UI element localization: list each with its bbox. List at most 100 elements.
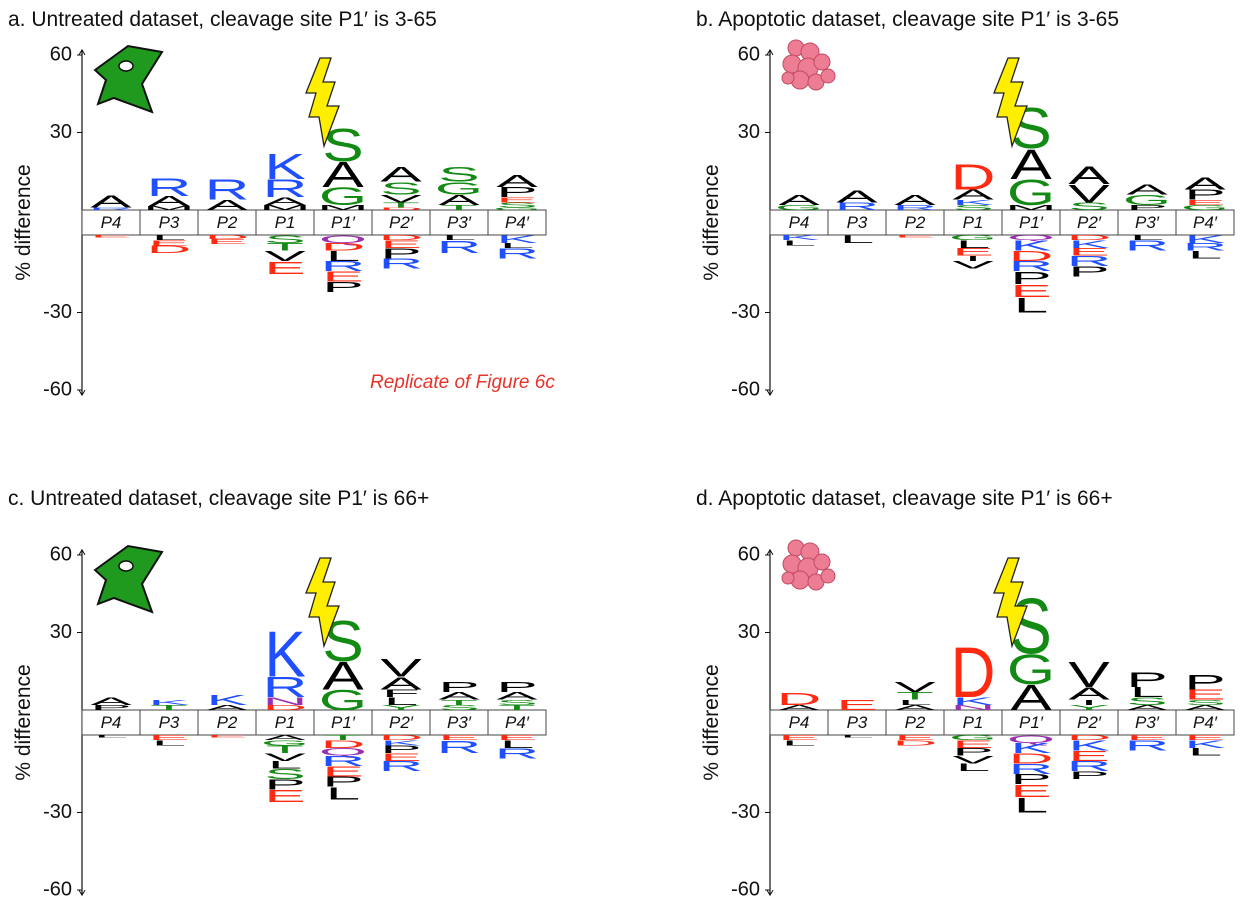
logo-letter: L: [1188, 746, 1222, 758]
y-axis-label: % difference: [700, 664, 723, 780]
x-tick-label: P2: [217, 213, 238, 232]
logo-letter: A: [380, 162, 421, 186]
y-tick-label: 60: [50, 543, 72, 565]
logo-letter: V: [380, 654, 422, 682]
apoptotic-icon: [814, 54, 830, 70]
panel-title: d. Apoptotic dataset, cleavage site P1′ …: [696, 487, 1113, 510]
y-tick-label: -30: [43, 801, 72, 823]
logo-letter: A: [496, 171, 538, 191]
logo-letter: E: [206, 238, 247, 246]
logo-letter: E: [894, 234, 935, 238]
x-tick-label: P4: [101, 213, 122, 232]
panel-title: a. Untreated dataset, cleavage site P1′ …: [8, 8, 437, 31]
panel: d. Apoptotic dataset, cleavage site P1′ …: [696, 487, 1234, 900]
y-tick-label: 30: [738, 621, 760, 643]
y-tick-label: 30: [738, 121, 760, 143]
logo-letter: E: [90, 234, 131, 238]
cell-nucleus: [119, 561, 133, 571]
panel-title: c. Untreated dataset, cleavage site P1′ …: [8, 487, 429, 510]
logo-letter: R: [379, 758, 424, 774]
logo-letter: D: [147, 244, 192, 256]
logo-letter: L: [840, 233, 874, 245]
logo-letter: K: [148, 698, 189, 706]
y-tick-label: 60: [50, 43, 72, 65]
x-tick-label: P3′: [1135, 213, 1160, 232]
apoptotic-icon: [814, 554, 830, 570]
logo-letter: P: [1184, 670, 1225, 694]
y-axis-label: % difference: [12, 164, 35, 280]
logo-letter: K: [264, 146, 306, 186]
logo-letter: P: [496, 679, 537, 695]
y-tick-label: -30: [43, 301, 72, 323]
logo-letter: L: [1014, 793, 1048, 817]
logo-letter: E: [264, 786, 305, 806]
cell-icon: [95, 46, 162, 112]
y-tick-label: 30: [50, 121, 72, 143]
logo-letter: V: [894, 679, 935, 695]
x-tick-label: P4: [101, 713, 122, 732]
x-tick-label: P4′: [1193, 213, 1218, 232]
logo-letter: P: [322, 279, 363, 295]
x-tick-label: P4′: [1193, 713, 1218, 732]
logo-letter: A: [894, 192, 935, 208]
x-tick-label: P2′: [389, 713, 414, 732]
x-tick-label: P1: [275, 713, 296, 732]
y-tick-label: -30: [731, 801, 760, 823]
logo-letter: P: [1126, 667, 1167, 691]
logo-letter: D: [893, 739, 938, 747]
logo-letter: R: [379, 256, 424, 272]
x-tick-label: P3: [847, 213, 868, 232]
x-tick-label: P4′: [505, 713, 530, 732]
x-tick-label: P3′: [1135, 713, 1160, 732]
logo-letter: A: [778, 192, 819, 208]
logo-letter: L: [1188, 249, 1222, 261]
logo-letter: K: [264, 619, 305, 690]
x-tick-label: P1: [963, 213, 984, 232]
x-tick-label: P2: [905, 213, 926, 232]
logo-letter: V: [1068, 654, 1110, 694]
x-tick-label: P2: [217, 713, 238, 732]
logo-letter: D: [951, 633, 996, 713]
x-tick-label: P1′: [331, 213, 356, 232]
y-tick-label: -60: [731, 878, 760, 900]
x-tick-label: P2′: [1077, 213, 1102, 232]
logo-letter: R: [1125, 237, 1170, 253]
figure: a. Untreated dataset, cleavage site P1′ …: [0, 0, 1258, 909]
panel: a. Untreated dataset, cleavage site P1′ …: [8, 8, 555, 400]
y-tick-label: -60: [43, 378, 72, 400]
y-tick-label: -60: [43, 878, 72, 900]
logo-letter: V: [952, 259, 994, 271]
logo-letter: L: [326, 783, 360, 803]
logo-letter: A: [90, 191, 132, 211]
logo-letter: K: [206, 692, 247, 708]
x-tick-label: P3: [159, 213, 180, 232]
logo-letter: R: [495, 245, 540, 261]
panel-title: b. Apoptotic dataset, cleavage site P1′ …: [696, 8, 1119, 31]
apoptotic-icon: [782, 572, 794, 584]
logo-letter: L: [782, 739, 816, 747]
panel: b. Apoptotic dataset, cleavage site P1′ …: [696, 8, 1234, 400]
y-tick-label: 60: [738, 43, 760, 65]
logo-letter: A: [1184, 173, 1226, 193]
x-tick-label: P1′: [1019, 213, 1044, 232]
logo-letter: D: [951, 157, 996, 197]
logo-letter: A: [1126, 181, 1167, 197]
apoptotic-icon: [821, 569, 835, 583]
logo-letter: D: [777, 689, 822, 709]
logo-letter: A: [1068, 162, 1110, 190]
cell-icon: [95, 546, 162, 612]
x-tick-label: P3′: [447, 213, 472, 232]
logo-letter: E: [206, 734, 247, 738]
y-tick-label: -60: [731, 378, 760, 400]
logo-letter: L: [782, 239, 816, 247]
logo-letter: S: [438, 162, 479, 186]
y-axis-label: % difference: [700, 164, 723, 280]
logo-letter: R: [495, 745, 540, 761]
x-tick-label: P1: [275, 213, 296, 232]
logo-letter: E: [836, 697, 877, 713]
logo-letter: R: [205, 174, 250, 206]
x-tick-label: P2′: [1077, 713, 1102, 732]
y-tick-label: 60: [738, 543, 760, 565]
apoptotic-icon: [782, 72, 794, 84]
apoptotic-icon: [821, 69, 835, 83]
